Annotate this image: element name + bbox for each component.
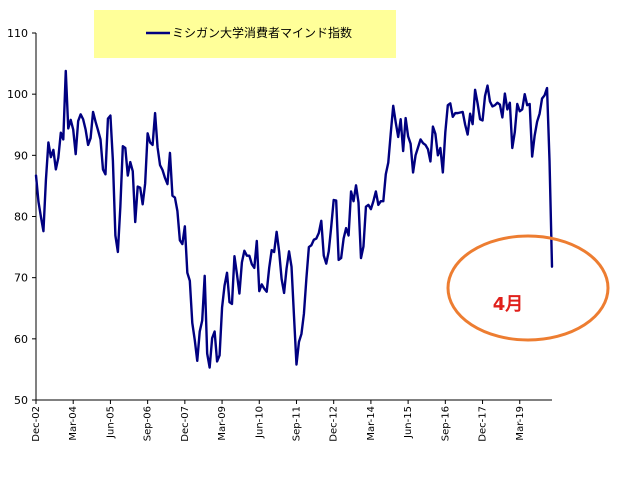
- x-tick-label: Jun-10: [254, 406, 265, 439]
- y-tick-label: 90: [14, 149, 28, 162]
- x-tick-label: Dec-02: [31, 406, 42, 442]
- y-tick-label: 60: [14, 333, 28, 346]
- x-tick-label: Dec-17: [478, 406, 489, 442]
- x-tick-label: Dec-12: [329, 406, 340, 442]
- y-tick-label: 110: [7, 27, 28, 40]
- x-tick-label: Mar-14: [366, 406, 377, 441]
- series-line: [34, 69, 554, 369]
- x-tick-label: Jun-05: [105, 406, 116, 439]
- y-tick-label: 80: [14, 211, 28, 224]
- y-tick-label: 70: [14, 272, 28, 285]
- axis-layer: 50 60 70 80 90 100 110 Dec-02 Mar-04 Jun-05 Sep-06…: [7, 27, 552, 442]
- x-tick-label: Sep-11: [291, 406, 302, 441]
- x-tick-label: Mar-04: [68, 406, 79, 441]
- x-tick-label: Sep-16: [440, 406, 451, 441]
- legend-box: [94, 10, 396, 58]
- legend-label: ミシガン大学消費者マインド指数: [172, 25, 352, 40]
- x-tick-label: Mar-19: [515, 406, 526, 441]
- y-tick-label: 100: [7, 88, 28, 101]
- x-tick-label: Dec-07: [180, 406, 191, 442]
- annotation: 4月: [446, 234, 610, 342]
- annotation-ellipse: [446, 234, 610, 342]
- x-tick-label: Sep-06: [143, 406, 154, 441]
- y-tick-label: 50: [14, 394, 28, 407]
- x-tick-label: Jun-15: [403, 406, 414, 439]
- x-tick-label: Mar-09: [217, 406, 228, 441]
- annotation-label: 4月: [493, 294, 524, 315]
- series-layer: [34, 69, 554, 369]
- legend: ミシガン大学消費者マインド指数: [94, 10, 396, 58]
